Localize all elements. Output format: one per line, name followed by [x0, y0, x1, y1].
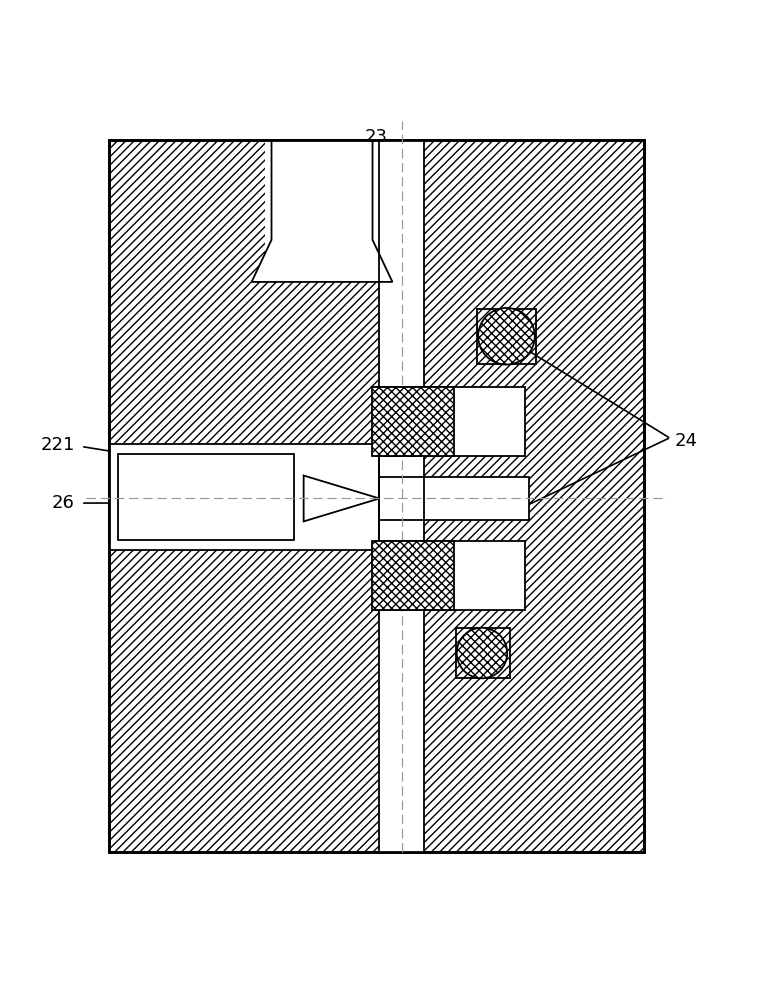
- Bar: [379, 477, 528, 520]
- Bar: [108, 140, 644, 852]
- Bar: [376, 387, 525, 456]
- Bar: [477, 309, 535, 364]
- Polygon shape: [252, 140, 392, 282]
- Bar: [372, 387, 455, 456]
- Bar: [108, 140, 644, 852]
- Bar: [376, 387, 525, 456]
- Bar: [108, 444, 379, 550]
- Polygon shape: [303, 476, 379, 521]
- Text: 26: 26: [52, 494, 74, 512]
- Bar: [456, 628, 510, 678]
- Bar: [376, 541, 525, 610]
- Ellipse shape: [478, 308, 535, 365]
- Bar: [266, 140, 379, 282]
- Text: 221: 221: [41, 436, 74, 454]
- Bar: [379, 140, 424, 852]
- Ellipse shape: [457, 628, 507, 678]
- Bar: [376, 541, 525, 610]
- Bar: [372, 541, 455, 610]
- Bar: [108, 444, 379, 550]
- Bar: [379, 477, 528, 520]
- Text: 24: 24: [675, 432, 698, 450]
- Bar: [118, 454, 293, 540]
- Text: 23: 23: [365, 128, 388, 146]
